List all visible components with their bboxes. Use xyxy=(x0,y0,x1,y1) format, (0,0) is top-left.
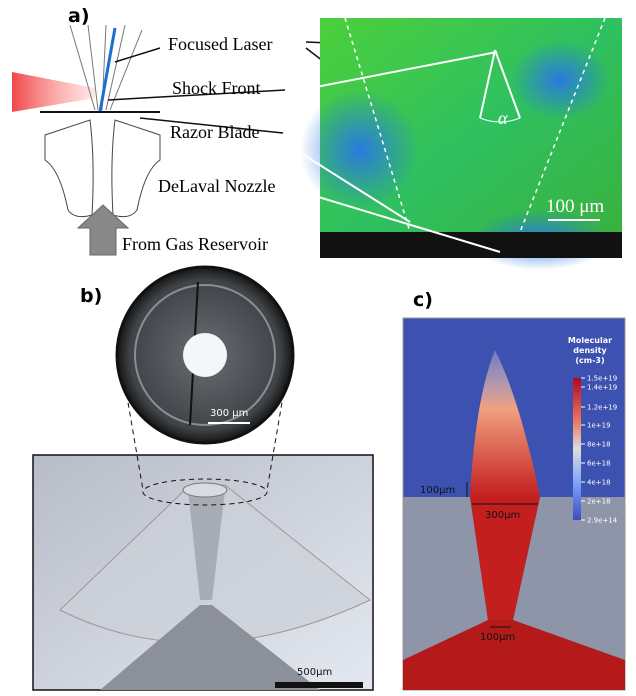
schematic xyxy=(12,24,161,256)
panel-label: a) xyxy=(68,5,90,27)
interferogram xyxy=(289,17,622,270)
colorbar-tick-label: 1.4e+19 xyxy=(587,384,617,392)
colorbar-title-line: Molecular xyxy=(568,336,612,345)
scale-bar-label: 100 μm xyxy=(546,196,604,217)
annotation: Focused Laser xyxy=(168,34,272,54)
colorbar-ticks: 1.5e+191.4e+19 1.2e+19 1e+19 8e+18 6e+18 4e+1… xyxy=(581,375,618,525)
simulation xyxy=(402,317,626,691)
dimension-label: 300µm xyxy=(485,510,520,521)
angle-label: α xyxy=(498,108,508,128)
colorbar-tick-label: 4e+18 xyxy=(587,479,611,487)
inset-photo xyxy=(115,265,295,445)
annotation: From Gas Reservoir xyxy=(122,234,268,254)
panel-label: c) xyxy=(413,289,433,311)
dimension-label: 100µm xyxy=(420,485,455,496)
colorbar-title-line: (cm-3) xyxy=(575,356,604,365)
colorbar-tick-label: 2.9e+14 xyxy=(587,517,618,525)
colorbar-tick-label: 1.5e+19 xyxy=(587,375,617,383)
colorbar-tick-label: 6e+18 xyxy=(587,460,611,468)
dimension-label: 100µm xyxy=(480,632,515,643)
panel-label: b) xyxy=(80,285,102,307)
scale-bar-label: 500µm xyxy=(297,667,332,678)
scale-bar-label: 300 µm xyxy=(210,408,248,419)
colorbar-tick-label: 1.2e+19 xyxy=(587,404,617,412)
annotation: DeLaval Nozzle xyxy=(158,176,275,196)
colorbar-title-line: density xyxy=(573,346,607,355)
colorbar-tick-label: 8e+18 xyxy=(587,441,611,449)
annotation: Razor Blade xyxy=(170,122,259,142)
render xyxy=(32,384,374,691)
colorbar-tick-label: 2e+18 xyxy=(587,498,611,506)
colorbar-tick-label: 1e+19 xyxy=(587,422,611,430)
annotation: Shock Front xyxy=(172,78,261,98)
